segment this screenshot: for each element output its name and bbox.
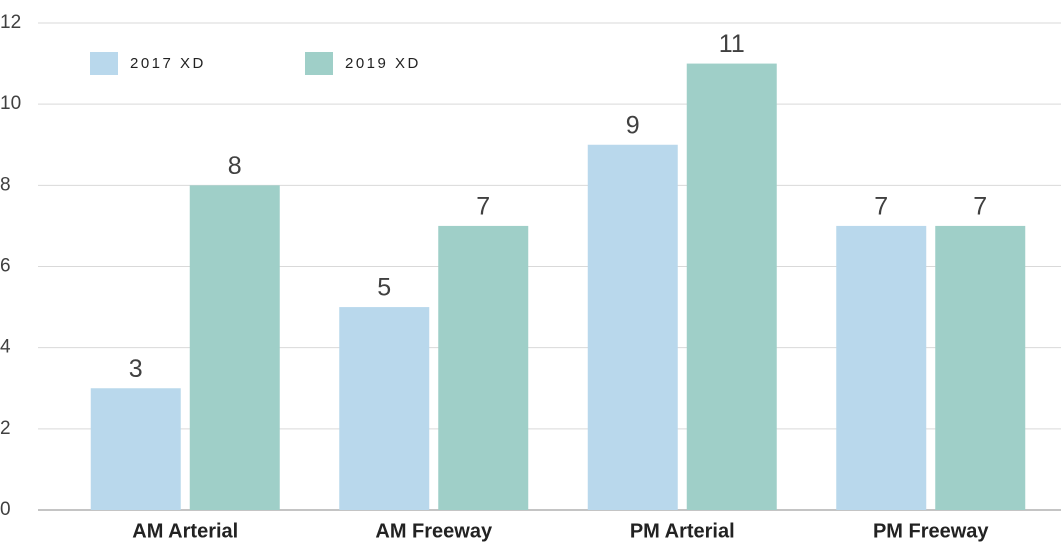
bar [438, 225, 529, 510]
y-tick-label: 12 [0, 12, 21, 33]
bar [686, 63, 777, 510]
data-label: 9 [626, 111, 640, 139]
y-tick-label: 8 [0, 174, 11, 195]
x-tick-label: AM Freeway [375, 520, 493, 542]
data-label: 7 [874, 193, 888, 221]
bar [189, 185, 280, 511]
legend-swatch [90, 52, 118, 75]
legend-label: 2017 XD [130, 55, 206, 72]
legend-swatch [305, 52, 333, 75]
y-tick-label: 0 [0, 499, 11, 520]
y-tick-label: 2 [0, 418, 11, 439]
y-tick-label: 10 [0, 93, 21, 114]
data-label: 7 [476, 193, 490, 221]
bar [90, 388, 181, 510]
bar [836, 225, 927, 510]
y-tick-label: 6 [0, 256, 11, 277]
data-label: 7 [973, 193, 987, 221]
data-label: 5 [377, 274, 391, 302]
legend-label: 2019 XD [345, 55, 421, 72]
x-tick-label: PM Arterial [630, 520, 735, 542]
x-tick-label: AM Arterial [132, 520, 238, 542]
x-tick-label: PM Freeway [873, 520, 989, 542]
bar [587, 144, 678, 510]
bar [339, 307, 430, 510]
data-label: 8 [228, 152, 242, 180]
data-label: 3 [129, 355, 143, 383]
bar [935, 225, 1026, 510]
y-tick-label: 4 [0, 337, 11, 358]
data-label: 11 [719, 30, 745, 58]
